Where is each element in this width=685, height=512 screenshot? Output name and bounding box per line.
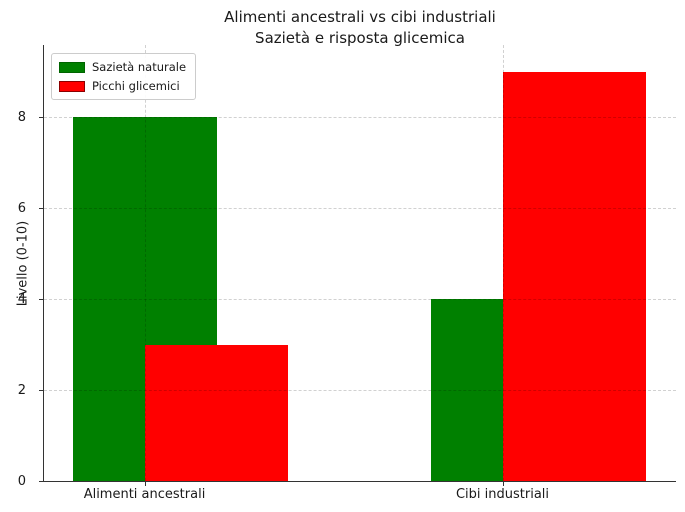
y-tick-mark-2 [39, 390, 43, 391]
chart-title-line1: Alimenti ancestrali vs cibi industriali [224, 8, 496, 26]
x-tick-label-1: Cibi industriali [455, 487, 550, 502]
legend-label: Picchi glicemici [92, 79, 180, 93]
y-tick-label-0: 0 [17, 474, 26, 489]
y-axis-spine [43, 45, 44, 481]
x-tick-label-0: Alimenti ancestrali [83, 487, 206, 502]
chart-title-line2: Sazietà e risposta glicemica [255, 29, 465, 47]
y-tick-label-2: 2 [17, 383, 26, 398]
y-tick-label-4: 4 [17, 292, 26, 307]
legend-item-picchi: Picchi glicemici [59, 79, 186, 93]
y-tick-label-8: 8 [17, 110, 26, 125]
legend-swatch-red [59, 80, 85, 92]
bar-chart-plot-area: Sazietà naturale Picchi glicemici 0 2 4 6 8 A… [18, 45, 676, 502]
x-tick-mark-1 [502, 482, 504, 486]
y-tick-mark-0 [39, 481, 43, 482]
bar-red-1 [502, 71, 646, 481]
bars-layer [44, 45, 676, 481]
legend-item-sazieta: Sazietà naturale [59, 60, 186, 74]
y-tick-label-6: 6 [17, 201, 26, 216]
chart-legend: Sazietà naturale Picchi glicemici [51, 53, 197, 100]
legend-swatch-green [59, 61, 85, 73]
y-tick-mark-4 [39, 299, 43, 300]
bar-red-0 [144, 344, 288, 481]
legend-label: Sazietà naturale [92, 60, 187, 74]
y-tick-mark-6 [39, 208, 43, 209]
y-tick-mark-8 [39, 117, 43, 118]
chart-title: Alimenti ancestrali vs cibi industriali … [44, 7, 676, 49]
x-tick-mark-0 [144, 482, 146, 486]
x-axis-spine [43, 481, 676, 482]
